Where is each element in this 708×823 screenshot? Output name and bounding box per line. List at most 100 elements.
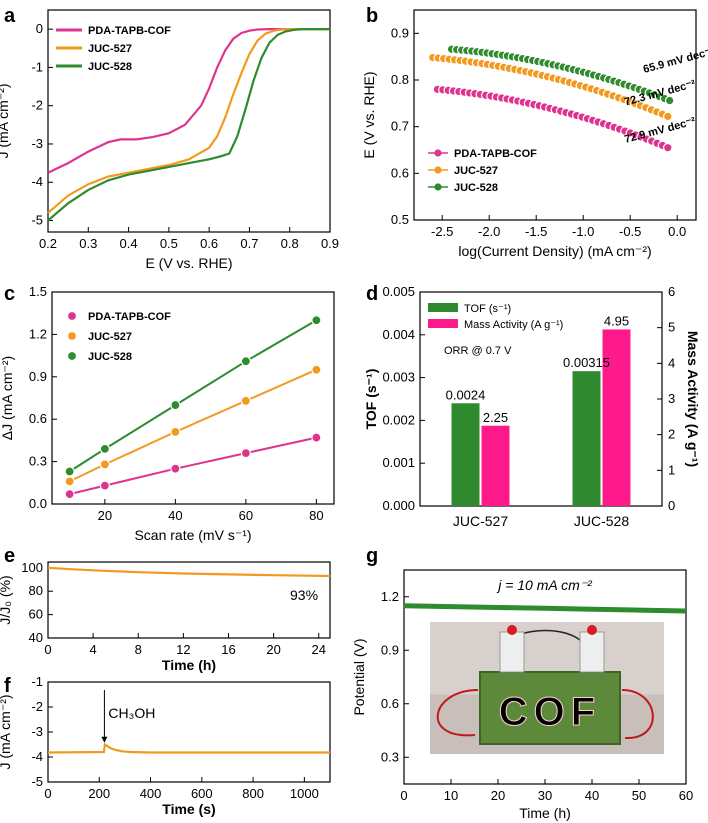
x-tick-label: 8 bbox=[135, 642, 142, 657]
y-tick-label: 100 bbox=[21, 560, 43, 575]
y2-tick-label: 1 bbox=[668, 462, 675, 477]
x-tick-label: 0.3 bbox=[79, 236, 97, 251]
x-tick-label: 40 bbox=[585, 788, 599, 803]
y-tick-label: -5 bbox=[31, 213, 43, 228]
panel-letter-b: b bbox=[366, 5, 378, 27]
plot-frame bbox=[47, 561, 331, 639]
data-point-PDA-TAPB-COF bbox=[99, 480, 110, 491]
legend-label: JUC-528 bbox=[454, 182, 498, 194]
y-tick-label: 0.6 bbox=[29, 411, 47, 426]
y-axis-label: ΔJ (mA cm⁻²) bbox=[0, 356, 15, 440]
y-tick-label: 0 bbox=[36, 21, 43, 36]
x-tick-label: 200 bbox=[88, 786, 110, 801]
panel-letter-f: f bbox=[4, 675, 11, 697]
x-axis-label: Time (h) bbox=[519, 805, 571, 821]
data-point-PDA-TAPB-COF bbox=[662, 142, 673, 153]
data-point-JUC-527 bbox=[99, 459, 110, 470]
y-axis-label: TOF (s⁻¹) bbox=[363, 369, 379, 430]
electrode-cell bbox=[499, 631, 525, 673]
bar-tof bbox=[451, 403, 480, 506]
x-axis-label: Scan rate (mV s⁻¹) bbox=[134, 527, 251, 543]
legend-label: JUC-527 bbox=[88, 43, 132, 55]
data-point-JUC-527 bbox=[311, 364, 322, 375]
y2-tick-label: 2 bbox=[668, 427, 675, 442]
plot-frame bbox=[47, 681, 331, 783]
panel-d: 0.000 0.001 0.002 0.003 0.004 0.005 0 1 2 3 4 5 6 TOF… bbox=[363, 284, 701, 529]
y-tick-label: -4 bbox=[31, 174, 43, 189]
x-tick-label: 0.6 bbox=[200, 236, 218, 251]
red-wire bbox=[621, 689, 654, 740]
x-axis-label: log(Current Density) (mA cm⁻²) bbox=[458, 243, 651, 259]
x-tick-label: -1.0 bbox=[572, 224, 594, 239]
x-tick-label: 0.0 bbox=[668, 224, 686, 239]
y-tick-label: 0.0 bbox=[29, 496, 47, 511]
data-point-JUC-527 bbox=[662, 111, 673, 122]
data-point-JUC-528 bbox=[64, 466, 75, 477]
x-tick-label: 0.4 bbox=[120, 236, 138, 251]
legend-label: JUC-527 bbox=[88, 331, 132, 343]
slope-annotation: 65.9 mV dec⁻² bbox=[642, 45, 708, 76]
annotation: CH₃OH bbox=[108, 705, 155, 721]
x-axis-label: Time (s) bbox=[162, 801, 215, 817]
panel-letter-a: a bbox=[4, 5, 16, 27]
y-tick-label: 0.6 bbox=[391, 165, 409, 180]
data-point-PDA-TAPB-COF bbox=[170, 463, 181, 474]
y-tick-label: 1.2 bbox=[381, 589, 399, 604]
legend-label: JUC-528 bbox=[88, 61, 132, 73]
x-tick-label: 16 bbox=[221, 642, 235, 657]
y-tick-label: -2 bbox=[31, 98, 43, 113]
legend-marker bbox=[66, 310, 78, 322]
led-text: COF bbox=[499, 690, 601, 734]
y-tick-label: 80 bbox=[29, 583, 43, 598]
panel-letter-g: g bbox=[366, 545, 378, 567]
y-tick-label: 0.000 bbox=[382, 498, 415, 513]
x-tick-label: 80 bbox=[309, 508, 323, 523]
x-tick-label: -2.0 bbox=[478, 224, 500, 239]
y-tick-label: 0.001 bbox=[382, 455, 415, 470]
x-tick-label: 600 bbox=[191, 786, 213, 801]
bar-label-tof: 0.0024 bbox=[446, 387, 486, 402]
y2-tick-label: 3 bbox=[668, 391, 675, 406]
plot-frame bbox=[47, 9, 331, 233]
panel-letter-e: e bbox=[4, 545, 15, 567]
series-line-JUC-527 bbox=[47, 28, 330, 214]
y-tick-label: -4 bbox=[31, 749, 43, 764]
panel-letter-c: c bbox=[4, 283, 15, 305]
x-tick-label: 1000 bbox=[290, 786, 319, 801]
y-tick-label: 0.3 bbox=[29, 454, 47, 469]
legend-label: PDA-TAPB-COF bbox=[454, 148, 537, 160]
legend-marker bbox=[66, 330, 78, 342]
x-axis-label: E (V vs. RHE) bbox=[145, 255, 232, 271]
y-tick-label: -1 bbox=[31, 59, 43, 74]
data-point-JUC-527 bbox=[170, 426, 181, 438]
x-tick-label: 20 bbox=[98, 508, 112, 523]
y2-tick-label: 6 bbox=[668, 284, 675, 299]
panel-f: 0 200 400 600 800 1000 -1 -2 -3 -4 -5 Time (s) J (mA… bbox=[0, 674, 331, 817]
y-tick-label: 0.6 bbox=[381, 696, 399, 711]
x-tick-label: 10 bbox=[444, 788, 458, 803]
circuit-board bbox=[479, 671, 621, 745]
stability-line bbox=[47, 566, 331, 578]
y-tick-label: -2 bbox=[31, 699, 43, 714]
y2-axis-label: Mass Activity (A g⁻¹) bbox=[685, 331, 701, 467]
x-tick-label: 0.7 bbox=[240, 236, 258, 251]
bar-tof bbox=[572, 371, 601, 506]
clip-icon bbox=[587, 625, 597, 635]
y-tick-label: 1.2 bbox=[29, 326, 47, 341]
legend-swatch bbox=[428, 319, 458, 328]
y-tick-label: 60 bbox=[29, 607, 43, 622]
panel-b: -2.5 -2.0 -1.5 -1.0 -0.5 0.0 0.5 0.6 0.7 0.8 0.9 lo… bbox=[361, 9, 708, 259]
y-tick-label: 0.8 bbox=[391, 72, 409, 87]
x-axis-label: Time (h) bbox=[162, 657, 216, 673]
series-line-PDA-TAPB-COF bbox=[47, 28, 330, 174]
plot-frame bbox=[413, 9, 697, 221]
legend-swatch bbox=[428, 303, 458, 312]
data-point-PDA-TAPB-COF bbox=[311, 432, 322, 443]
plot-frame bbox=[51, 291, 335, 505]
y-tick-label: 1.5 bbox=[29, 284, 47, 299]
x-tick-label: 60 bbox=[239, 508, 253, 523]
x-tick-label: 60 bbox=[679, 788, 693, 803]
y-tick-label: 0.9 bbox=[29, 369, 47, 384]
x-tick-label: 50 bbox=[632, 788, 646, 803]
